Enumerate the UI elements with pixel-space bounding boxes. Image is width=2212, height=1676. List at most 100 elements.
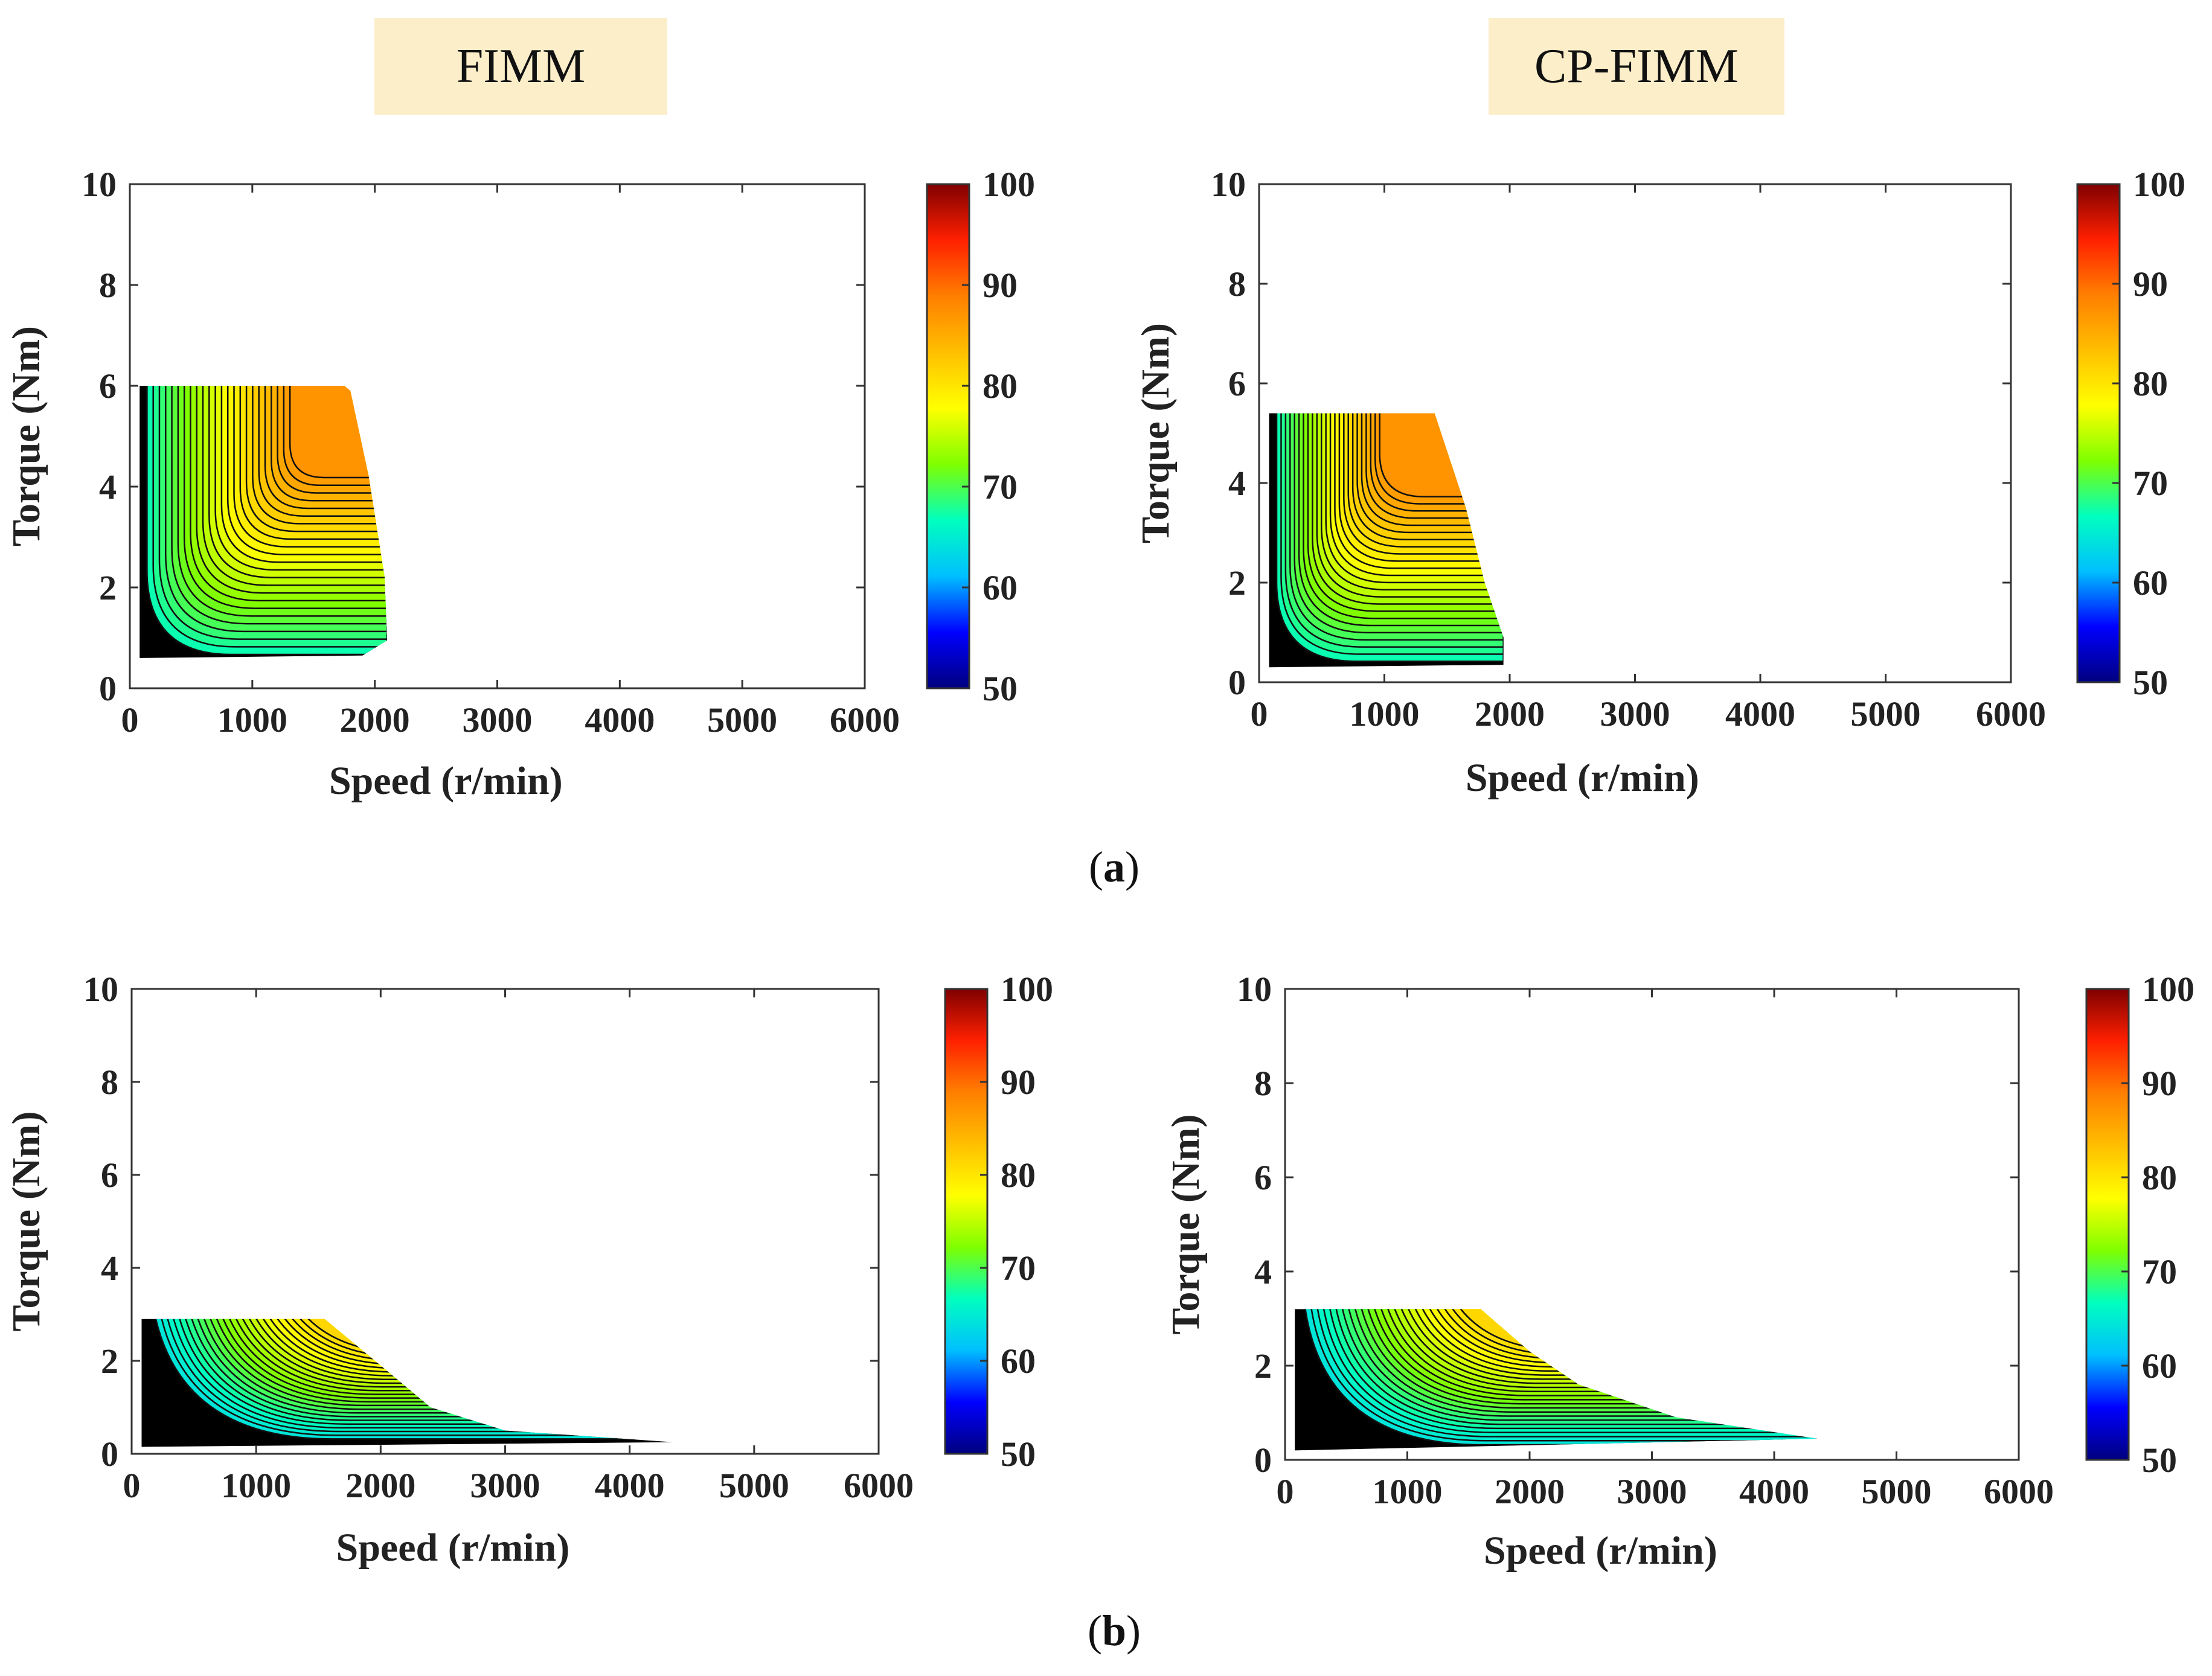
colorbar bbox=[2076, 183, 2121, 683]
colorbar-tick-label: 90 bbox=[983, 266, 1018, 305]
contour-band bbox=[207, 1319, 673, 1399]
y-tick-label: 2 bbox=[1228, 563, 1246, 603]
x-tick-label: 3000 bbox=[470, 1466, 540, 1505]
x-tick-label: 3000 bbox=[463, 700, 533, 740]
y-tick-label: 4 bbox=[1254, 1252, 1272, 1291]
contour-band bbox=[255, 1319, 673, 1366]
x-tick-label: 0 bbox=[123, 1466, 141, 1505]
y-axis-label: Torque (Nm) bbox=[4, 1111, 48, 1332]
chart-a-cpfimm: 0 1000 2000 3000 4000 5000 6000 0 2 4 6 8 10 Speed (r… bbox=[1133, 165, 2185, 800]
y-tick-label: 4 bbox=[101, 1249, 118, 1288]
y-tick-label: 0 bbox=[1228, 663, 1246, 702]
colorbar bbox=[2085, 988, 2130, 1461]
x-axis-label: Speed (r/min) bbox=[1466, 756, 1699, 800]
x-tick-label: 2000 bbox=[345, 1466, 415, 1505]
contour-band bbox=[1416, 1309, 1817, 1364]
panel-label-b-close: ) bbox=[1126, 1607, 1141, 1655]
x-axis-label: Speed (r/min) bbox=[1484, 1529, 1717, 1573]
y-axis-label: Torque (Nm) bbox=[1164, 1115, 1208, 1335]
panel-label-a-letter: a bbox=[1103, 843, 1125, 891]
colorbar-tick-label: 60 bbox=[2142, 1346, 2177, 1386]
x-tick-label: 1000 bbox=[1373, 1472, 1443, 1511]
colorbar-tick-label: 70 bbox=[983, 467, 1018, 507]
panel-label-b: (b) bbox=[1054, 1606, 1175, 1656]
y-tick-label: 10 bbox=[1211, 165, 1246, 204]
colorbar-tick-label: 70 bbox=[2142, 1252, 2177, 1291]
contour-band bbox=[245, 1319, 673, 1373]
y-tick-label: 10 bbox=[83, 970, 118, 1009]
y-tick-label: 8 bbox=[1254, 1064, 1272, 1103]
colorbar-tick-label: 100 bbox=[1001, 970, 1053, 1009]
contour-band bbox=[1405, 1309, 1817, 1372]
panel-label-a: (a) bbox=[1054, 842, 1175, 892]
x-tick-label: 6000 bbox=[1984, 1472, 2054, 1511]
y-tick-label: 6 bbox=[99, 366, 117, 406]
colorbar bbox=[944, 988, 989, 1455]
y-tick-label: 8 bbox=[99, 266, 117, 305]
colorbar-tick-label: 80 bbox=[2142, 1158, 2177, 1197]
colorbar-tick-label: 50 bbox=[2142, 1441, 2177, 1480]
x-tick-label: 4000 bbox=[1725, 694, 1795, 734]
contour-band bbox=[1422, 1309, 1817, 1360]
contour-band bbox=[229, 1319, 673, 1384]
y-axis-label: Torque (Nm) bbox=[1133, 323, 1178, 543]
colorbar-tick-label: 100 bbox=[2133, 165, 2185, 204]
y-tick-label: 0 bbox=[1254, 1441, 1272, 1480]
y-tick-label: 2 bbox=[101, 1342, 118, 1381]
x-tick-label: 4000 bbox=[585, 700, 655, 740]
colorbar-tick-label: 90 bbox=[2133, 264, 2168, 304]
contour-band bbox=[1393, 1309, 1817, 1380]
y-tick-label: 0 bbox=[99, 669, 117, 708]
x-tick-label: 1000 bbox=[221, 1466, 291, 1505]
colorbar-tick-label: 50 bbox=[2133, 663, 2168, 702]
contour-band bbox=[1379, 413, 1504, 497]
x-tick-label: 3000 bbox=[1617, 1472, 1687, 1511]
efficiency-region-b-cpfimm bbox=[1295, 1309, 1817, 1451]
y-tick-label: 2 bbox=[1254, 1346, 1272, 1386]
y-tick-label: 10 bbox=[82, 165, 117, 204]
y-tick-label: 6 bbox=[1254, 1158, 1272, 1197]
x-tick-label: 5000 bbox=[707, 700, 777, 740]
colorbar-tick-label: 80 bbox=[1001, 1156, 1036, 1195]
panel-label-b-open: ( bbox=[1087, 1607, 1102, 1655]
x-tick-label: 3000 bbox=[1600, 694, 1670, 734]
chart-a-fimm: 0 1000 2000 3000 4000 5000 6000 0 2 4 6 8 10 Speed (r… bbox=[4, 165, 1035, 803]
y-tick-label: 6 bbox=[101, 1156, 118, 1195]
contour-band bbox=[1410, 1309, 1817, 1368]
panel-label-a-open: ( bbox=[1089, 843, 1103, 891]
x-tick-label: 0 bbox=[1277, 1472, 1294, 1511]
colorbar-tick-label: 100 bbox=[983, 165, 1035, 204]
panel-label-b-letter: b bbox=[1101, 1607, 1127, 1655]
colorbar-tick-label: 60 bbox=[2133, 563, 2168, 603]
colorbar bbox=[926, 183, 970, 689]
contour-band bbox=[213, 1319, 673, 1395]
colorbar-tick-label: 60 bbox=[983, 568, 1018, 607]
x-tick-label: 0 bbox=[121, 700, 139, 740]
x-tick-label: 5000 bbox=[1851, 694, 1921, 734]
x-tick-label: 5000 bbox=[1862, 1472, 1932, 1511]
x-tick-label: 6000 bbox=[844, 1466, 914, 1505]
x-tick-label: 1000 bbox=[1350, 694, 1420, 734]
x-axis-label: Speed (r/min) bbox=[336, 1526, 569, 1570]
x-tick-label: 0 bbox=[1251, 694, 1268, 734]
contour-band bbox=[272, 1319, 673, 1354]
contour-band bbox=[1434, 1309, 1817, 1352]
y-tick-label: 8 bbox=[101, 1063, 118, 1102]
colorbar-tick-label: 70 bbox=[2133, 464, 2168, 503]
colorbar-tick-label: 50 bbox=[1001, 1435, 1036, 1474]
contour-band bbox=[234, 1319, 673, 1381]
x-tick-label: 6000 bbox=[1976, 694, 2046, 734]
efficiency-region-a-cpfimm bbox=[1269, 413, 1504, 668]
x-tick-label: 4000 bbox=[1739, 1472, 1809, 1511]
y-tick-label: 10 bbox=[1237, 970, 1272, 1009]
y-tick-label: 4 bbox=[1228, 464, 1246, 503]
colorbar-tick-label: 80 bbox=[983, 366, 1018, 406]
chart-b-fimm: 0 1000 2000 3000 4000 5000 6000 0 2 4 6 8 10 Speed (r… bbox=[4, 970, 1053, 1570]
chart-b-cpfimm: 0 1000 2000 3000 4000 5000 6000 0 2 4 6 8 10 Speed (r… bbox=[1164, 970, 2194, 1573]
y-tick-label: 2 bbox=[99, 568, 117, 607]
contour-band bbox=[1387, 1309, 1817, 1384]
contour-band bbox=[223, 1319, 673, 1388]
contour-band bbox=[1428, 1309, 1817, 1355]
x-tick-label: 1000 bbox=[217, 700, 287, 740]
